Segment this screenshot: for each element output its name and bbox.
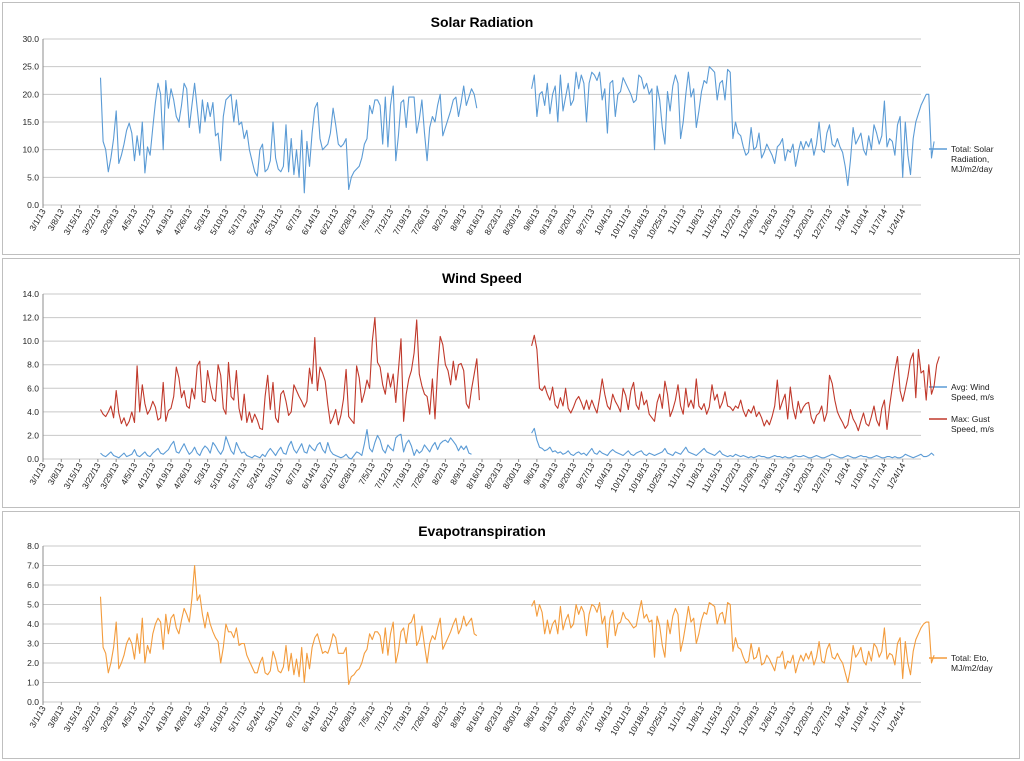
x-tick-label: 7/26/13 [409,461,432,491]
x-tick-label: 5/31/13 [263,207,286,237]
y-tick-label: 30.0 [22,34,39,44]
x-tick-label: 8/2/13 [430,461,451,487]
y-tick-label: 8.0 [27,360,39,370]
series-line [531,66,935,187]
y-tick-label: 0.0 [27,454,39,464]
x-tick-label: 8/30/13 [500,461,523,491]
y-tick-label: 25.0 [22,62,39,72]
y-tick-label: 7.0 [27,561,39,571]
series-line [100,317,480,431]
x-tick-label: 5/31/13 [263,461,286,491]
series-line [99,564,478,685]
x-tick-label: 8/2/13 [430,207,451,233]
legend-label: Avg: Wind Speed, m/s [951,382,994,402]
evapotranspiration-panel: Evapotranspiration 0.0 1.0 2.0 3.0 4.0 5.0 6.0 7… [2,511,1020,759]
y-tick-label: 20.0 [22,89,39,99]
legend-label: Total: Solar Radiation, MJ/m2/day [951,144,994,174]
y-tick-label: 4.0 [27,407,39,417]
x-tick-label: 3/29/13 [98,704,121,734]
x-tick-label: 7/26/13 [409,704,432,734]
x-tick-label: 8/30/13 [500,207,523,237]
x-tick-label: 7/26/13 [409,207,432,237]
x-tick-label: 6/28/13 [336,461,359,491]
series-line [100,428,472,460]
x-tick-label: 3/29/13 [98,207,121,237]
series-line [531,427,935,459]
x-tick-label: 5/31/13 [263,704,286,734]
y-tick-label: 2.0 [27,430,39,440]
y-tick-label: 15.0 [22,117,39,127]
wind-speed-panel: Wind Speed 0.0 2.0 4.0 6.0 8.0 10.0 12.0 14.0 3/1… [2,258,1020,508]
x-tick-label: 3/29/13 [98,461,121,491]
legend-label: Max: Gust Speed, m/s [951,414,994,434]
y-tick-label: 2.0 [27,658,39,668]
x-tick-label: 8/30/13 [500,704,523,734]
y-tick-label: 10.0 [22,336,39,346]
x-tick-label: 3/1/13 [27,461,48,487]
series-line [531,334,940,432]
x-tick-label: 6/28/13 [336,207,359,237]
y-tick-label: 6.0 [27,580,39,590]
y-tick-label: 0.0 [27,200,39,210]
solar-radiation-chart: Solar Radiation 0.0 5.0 10.0 15.0 20.0 25.0 30.… [22,14,994,241]
y-tick-label: 1.0 [27,678,39,688]
y-tick-label: 3.0 [27,639,39,649]
y-tick-label: 10.0 [22,145,39,155]
x-tick-label: 4/26/13 [171,461,194,491]
y-tick-label: 8.0 [27,541,39,551]
x-tick-label: 4/26/13 [171,704,194,734]
x-tick-label: 1/24/14 [885,461,908,491]
wind-speed-chart: Wind Speed 0.0 2.0 4.0 6.0 8.0 10.0 12.0 14.0 3/1… [22,270,994,495]
x-tick-label: 8/2/13 [430,704,451,730]
chart-title: Solar Radiation [431,14,534,30]
solar-radiation-panel: Solar Radiation 0.0 5.0 10.0 15.0 20.0 25.0 30.… [2,2,1020,255]
x-tick-label: 4/26/13 [171,207,194,237]
series-line [531,600,935,684]
legend-label: Total: Eto, MJ/m2/day [951,653,993,673]
y-tick-label: 12.0 [22,313,39,323]
series-line [99,77,478,194]
x-tick-label: 1/24/14 [885,207,908,237]
chart-title: Wind Speed [442,270,522,286]
y-tick-label: 14.0 [22,289,39,299]
x-tick-label: 3/1/13 [27,704,48,730]
y-tick-label: 6.0 [27,383,39,393]
evapotranspiration-chart: Evapotranspiration 0.0 1.0 2.0 3.0 4.0 5.0 6.0 7… [27,523,993,738]
x-tick-label: 6/28/13 [336,704,359,734]
y-tick-label: 4.0 [27,619,39,629]
x-tick-label: 3/1/13 [27,207,48,233]
x-tick-label: 1/24/14 [885,704,908,734]
y-tick-label: 5.0 [27,600,39,610]
chart-title: Evapotranspiration [418,523,546,539]
y-tick-label: 5.0 [27,172,39,182]
y-tick-label: 0.0 [27,697,39,707]
